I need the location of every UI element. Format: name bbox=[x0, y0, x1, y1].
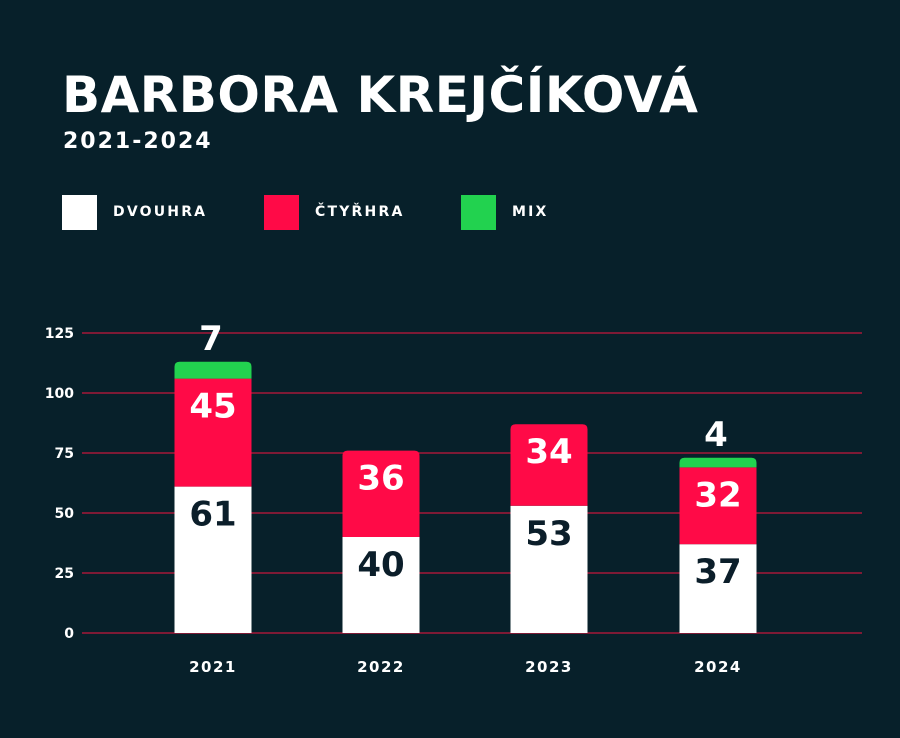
value-label: 7 bbox=[199, 319, 223, 359]
value-label: 36 bbox=[357, 459, 404, 499]
y-tick-label: 125 bbox=[45, 326, 74, 342]
legend-item-mix: MIX bbox=[461, 194, 549, 230]
legend-label-ctyrhra: ČTYŘHRA bbox=[315, 204, 405, 220]
bar-2021-dvouhra bbox=[174, 486, 252, 633]
chart-subtitle: 2021-2024 bbox=[63, 129, 213, 154]
bar-2021-mix bbox=[174, 361, 252, 379]
bar-2023-ctyrhra bbox=[510, 424, 588, 506]
legend-label-dvouhra: DVOUHRA bbox=[113, 204, 208, 220]
bar-2023-dvouhra bbox=[510, 505, 588, 633]
x-tick-label: 2024 bbox=[694, 658, 742, 676]
bar-2024-dvouhra bbox=[679, 544, 757, 633]
legend-item-dvouhra: DVOUHRA bbox=[62, 194, 207, 230]
bar-2021-ctyrhra bbox=[174, 378, 252, 487]
y-tick-label: 50 bbox=[55, 506, 75, 522]
x-tick-label: 2022 bbox=[357, 658, 405, 676]
value-label: 61 bbox=[189, 495, 236, 535]
value-label: 40 bbox=[357, 545, 404, 585]
x-tick-label: 2023 bbox=[525, 658, 573, 676]
value-label: 37 bbox=[694, 552, 741, 592]
legend-label-mix: MIX bbox=[512, 204, 549, 220]
value-label: 32 bbox=[694, 475, 741, 515]
legend-swatch-dvouhra bbox=[62, 194, 97, 230]
bar-2024-mix bbox=[679, 457, 757, 468]
y-tick-label: 75 bbox=[55, 446, 74, 462]
y-tick-label: 25 bbox=[55, 566, 74, 582]
legend-item-ctyrhra: ČTYŘHRA bbox=[264, 194, 404, 230]
bar-2022-dvouhra bbox=[342, 537, 420, 633]
bar-2024-ctyrhra bbox=[679, 467, 757, 545]
value-label: 45 bbox=[189, 387, 236, 427]
y-tick-label: 0 bbox=[64, 626, 74, 642]
bar-2022-ctyrhra bbox=[342, 450, 420, 537]
y-tick-label: 100 bbox=[45, 386, 74, 402]
legend-swatch-ctyrhra bbox=[264, 194, 299, 230]
value-label: 4 bbox=[704, 415, 728, 455]
value-label: 34 bbox=[525, 432, 572, 472]
legend-swatch-mix bbox=[461, 194, 496, 230]
value-label: 53 bbox=[525, 514, 572, 554]
x-tick-label: 2021 bbox=[189, 658, 237, 676]
chart-title: BARBORA KREJČÍKOVÁ bbox=[62, 66, 699, 124]
